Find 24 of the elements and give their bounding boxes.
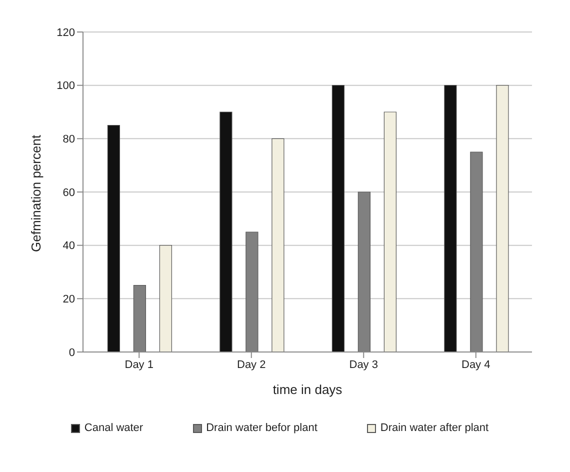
x-tick-label: Day 3 xyxy=(349,358,378,371)
legend-label: Drain water after plant xyxy=(380,422,489,434)
x-tick-label: Day 4 xyxy=(462,358,490,371)
y-tick-label: 20 xyxy=(62,294,75,306)
bar xyxy=(496,85,509,352)
y-tick-label: 40 xyxy=(62,240,75,252)
bar xyxy=(107,125,120,352)
bar xyxy=(159,245,172,352)
legend-label: Drain water befor plant xyxy=(206,422,318,434)
y-tick-label: 0 xyxy=(68,346,75,359)
legend-label: Canal water xyxy=(84,422,144,434)
y-tick-label: 120 xyxy=(56,26,75,39)
bar xyxy=(220,112,232,352)
bar xyxy=(272,138,284,352)
y-tick-label: 60 xyxy=(62,186,75,199)
x-tick-label: Day 2 xyxy=(237,358,266,371)
bar xyxy=(384,112,396,352)
bar xyxy=(444,85,457,352)
x-axis-title: time in days xyxy=(272,382,343,397)
x-tick-label: Day 1 xyxy=(124,358,154,371)
y-tick-label: 80 xyxy=(62,134,75,146)
y-tick-label: 100 xyxy=(56,80,75,92)
bar xyxy=(332,85,344,352)
y-axis-title: Gefmination percent xyxy=(28,134,44,252)
